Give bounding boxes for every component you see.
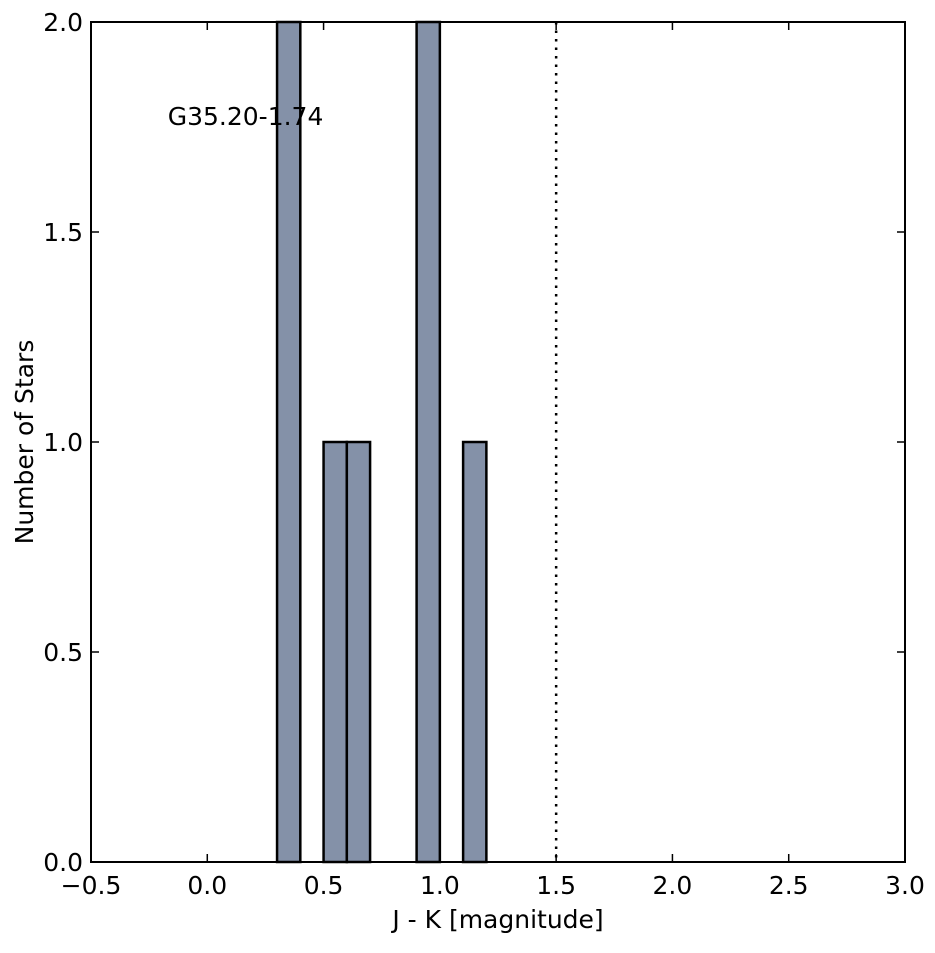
y-tick-label-4: 2.0	[43, 8, 83, 37]
histogram-bar-2	[345, 440, 372, 864]
histogram-bar-0	[275, 20, 302, 864]
y-tick-label-1: 0.5	[43, 638, 83, 667]
x-tick-label-1: 0.0	[187, 871, 227, 900]
bars-layer	[275, 20, 488, 864]
histogram-bar-1	[322, 440, 349, 864]
x-axis-title: J - K [magnitude]	[390, 905, 603, 934]
x-tick-label-3: 1.0	[420, 871, 460, 900]
histogram-bar-3	[415, 20, 442, 864]
histogram-bar-4	[461, 440, 488, 864]
y-tick-label-3: 1.5	[43, 218, 83, 247]
x-tick-label-6: 2.5	[769, 871, 809, 900]
ticks-layer	[90, 21, 906, 863]
x-tick-label-2: 0.5	[304, 871, 344, 900]
x-tick-label-0: −0.5	[61, 871, 122, 900]
y-tick-label-0: 0.0	[43, 848, 83, 877]
x-tick-label-7: 3.0	[885, 871, 925, 900]
chart-annotation: G35.20-1.74	[168, 102, 324, 131]
y-tick-label-2: 1.0	[43, 428, 83, 457]
plot-frame	[90, 21, 906, 863]
x-tick-label-5: 2.0	[653, 871, 693, 900]
x-tick-label-4: 1.5	[536, 871, 576, 900]
tick-labels-layer: −0.5 0.0 0.5 1.0 1.5 2.0 2.5 3.00.00.51.01.52.0	[43, 8, 925, 900]
y-axis-title: Number of Stars	[10, 340, 39, 545]
